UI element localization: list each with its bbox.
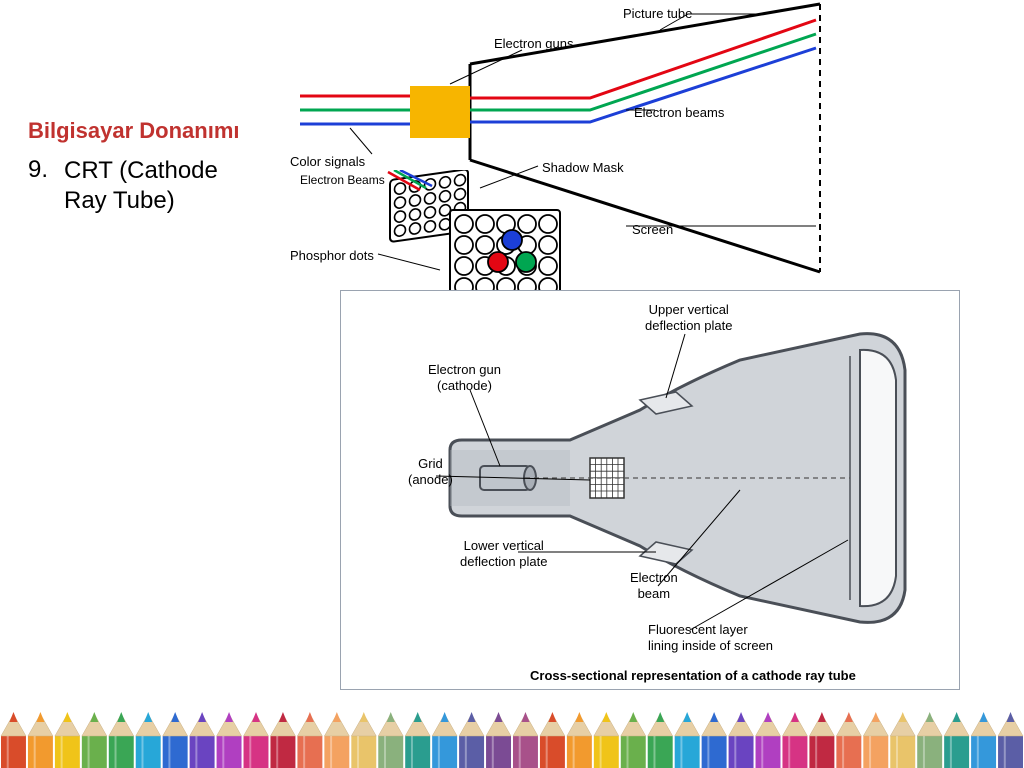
label-color-signals: Color signals (290, 154, 365, 169)
list-number: 9. (28, 156, 48, 184)
label-lower-plate: Lower vertical deflection plate (460, 538, 547, 569)
diagram-area: Picture tube Electron guns Color signals… (270, 0, 1024, 768)
label-electron-guns: Electron guns (494, 36, 574, 51)
list-text: CRT (Cathode Ray Tube) (64, 156, 264, 216)
shadow-mask-graphic (380, 170, 580, 310)
label-screen: Screen (632, 222, 673, 237)
label-fluorescent: Fluorescent layer lining inside of scree… (648, 622, 773, 653)
label-grid: Grid (anode) (408, 456, 453, 487)
label-electron-beam: Electron beam (630, 570, 678, 601)
slide-title: Bilgisayar Donanımı (28, 118, 240, 144)
cross-section-caption: Cross-sectional representation of a cath… (530, 668, 856, 683)
label-picture-tube: Picture tube (623, 6, 692, 21)
label-electron-beams: Electron beams (634, 105, 724, 120)
label-electron-beams-small: Electron Beams (300, 173, 385, 187)
pencil-border (0, 708, 1024, 768)
label-upper-plate: Upper vertical deflection plate (645, 302, 732, 333)
label-phosphor-dots: Phosphor dots (290, 248, 374, 263)
label-electron-gun: Electron gun (cathode) (428, 362, 501, 393)
